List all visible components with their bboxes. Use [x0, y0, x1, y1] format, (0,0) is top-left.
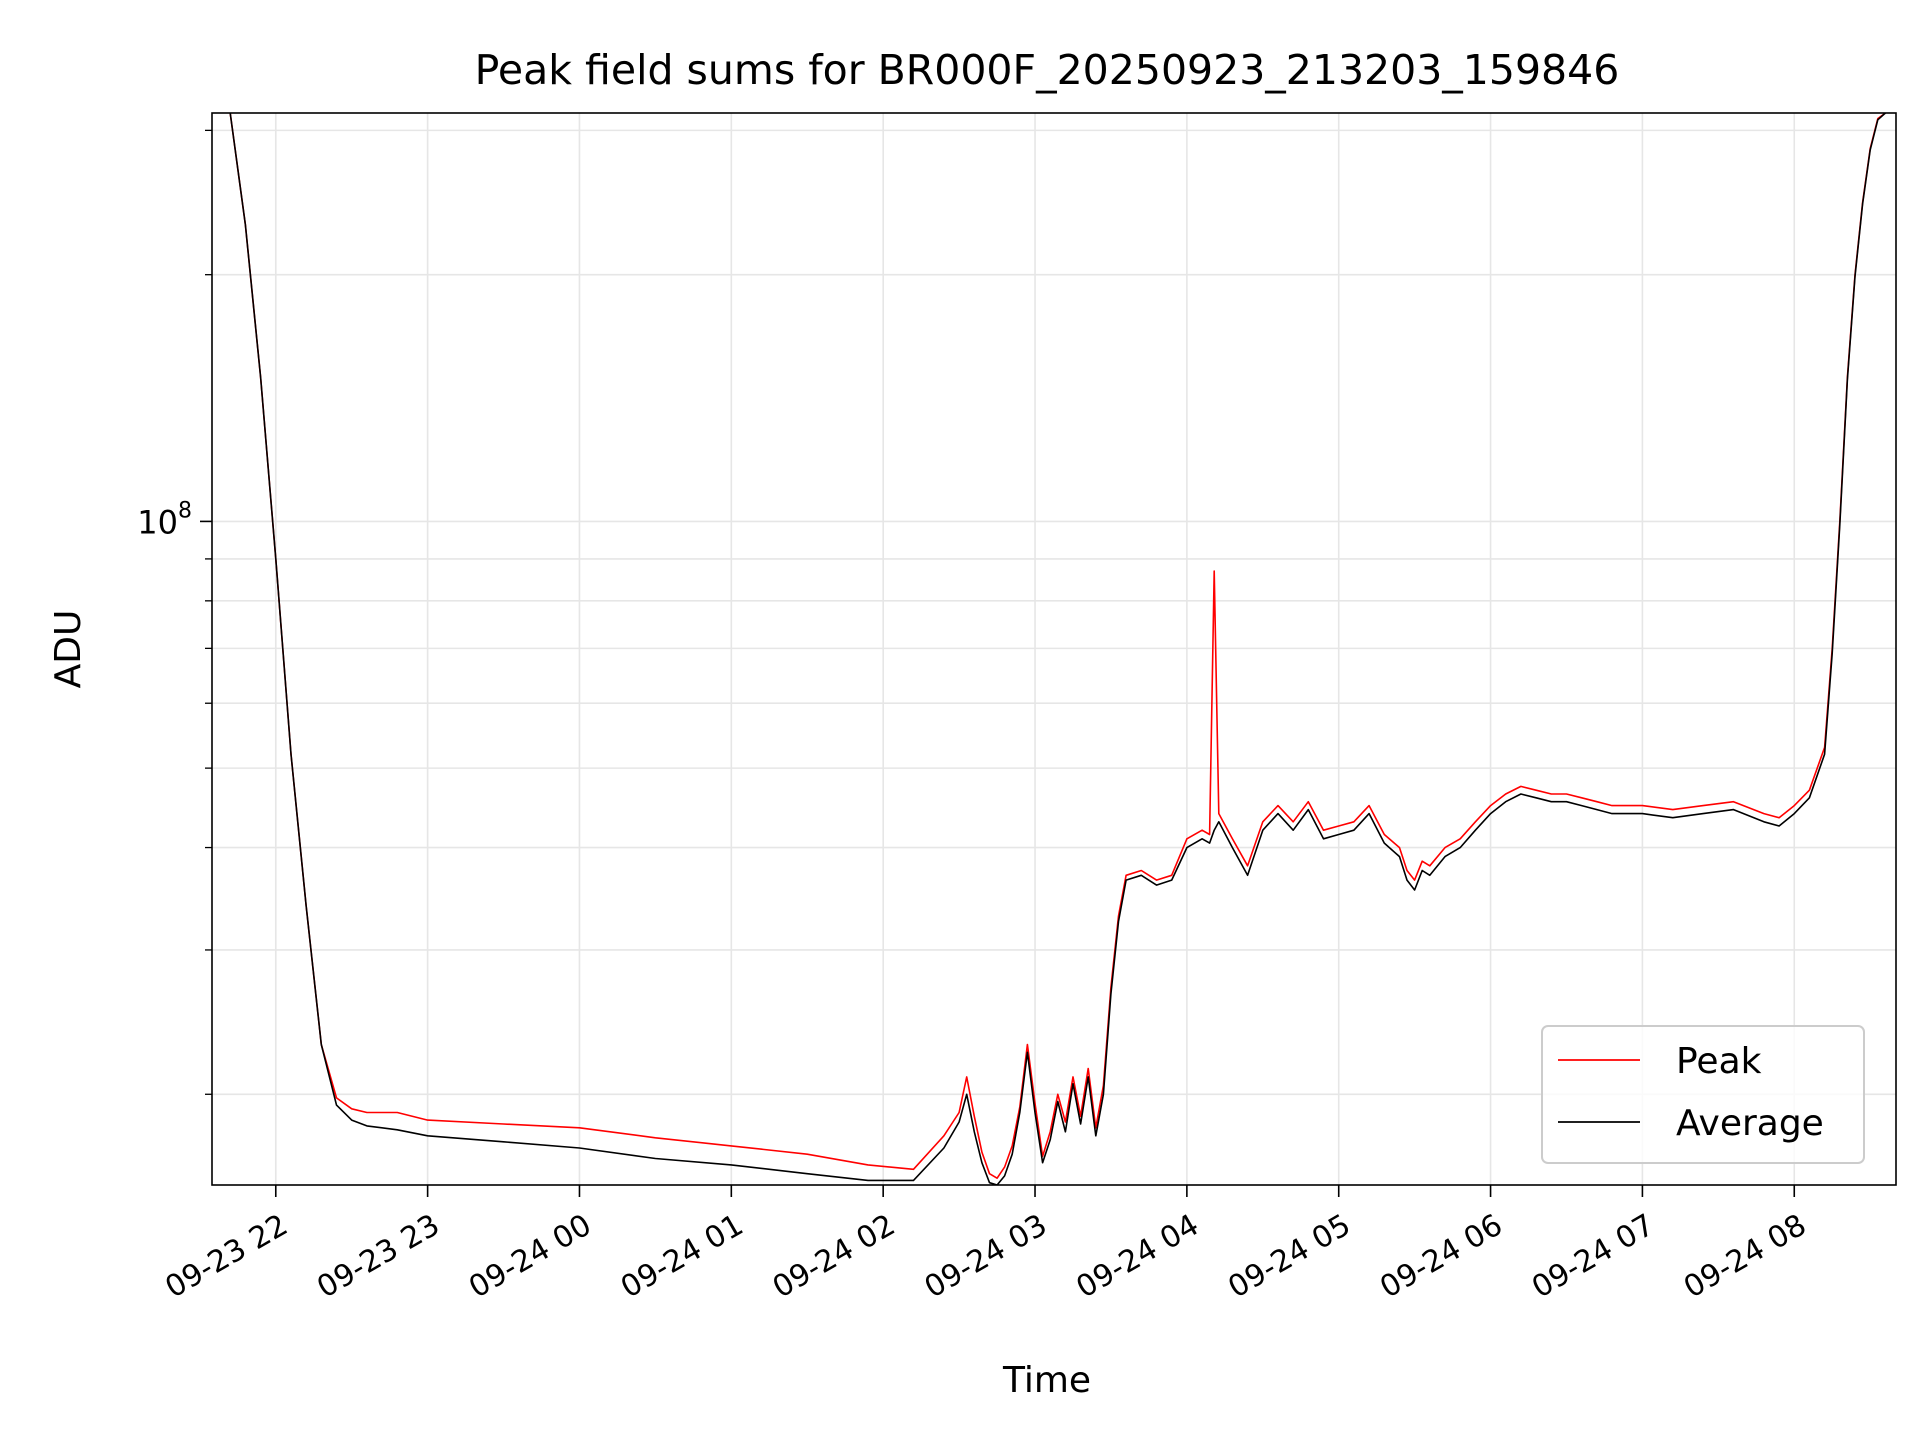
- series-line-peak: [229, 113, 1886, 1179]
- x-axis-label: Time: [1002, 1360, 1091, 1401]
- series-line-average: [229, 113, 1886, 1185]
- legend-peak-label: Peak: [1676, 1041, 1762, 1082]
- legend-average-label: Average: [1676, 1103, 1824, 1144]
- plot-lines: [229, 113, 1886, 1185]
- y-axis-label: ADU: [48, 610, 89, 689]
- grid: [212, 113, 1896, 1185]
- legend: Peak Average: [1541, 1025, 1865, 1164]
- chart-title: Peak field sums for BR000F_20250923_2132…: [475, 46, 1620, 94]
